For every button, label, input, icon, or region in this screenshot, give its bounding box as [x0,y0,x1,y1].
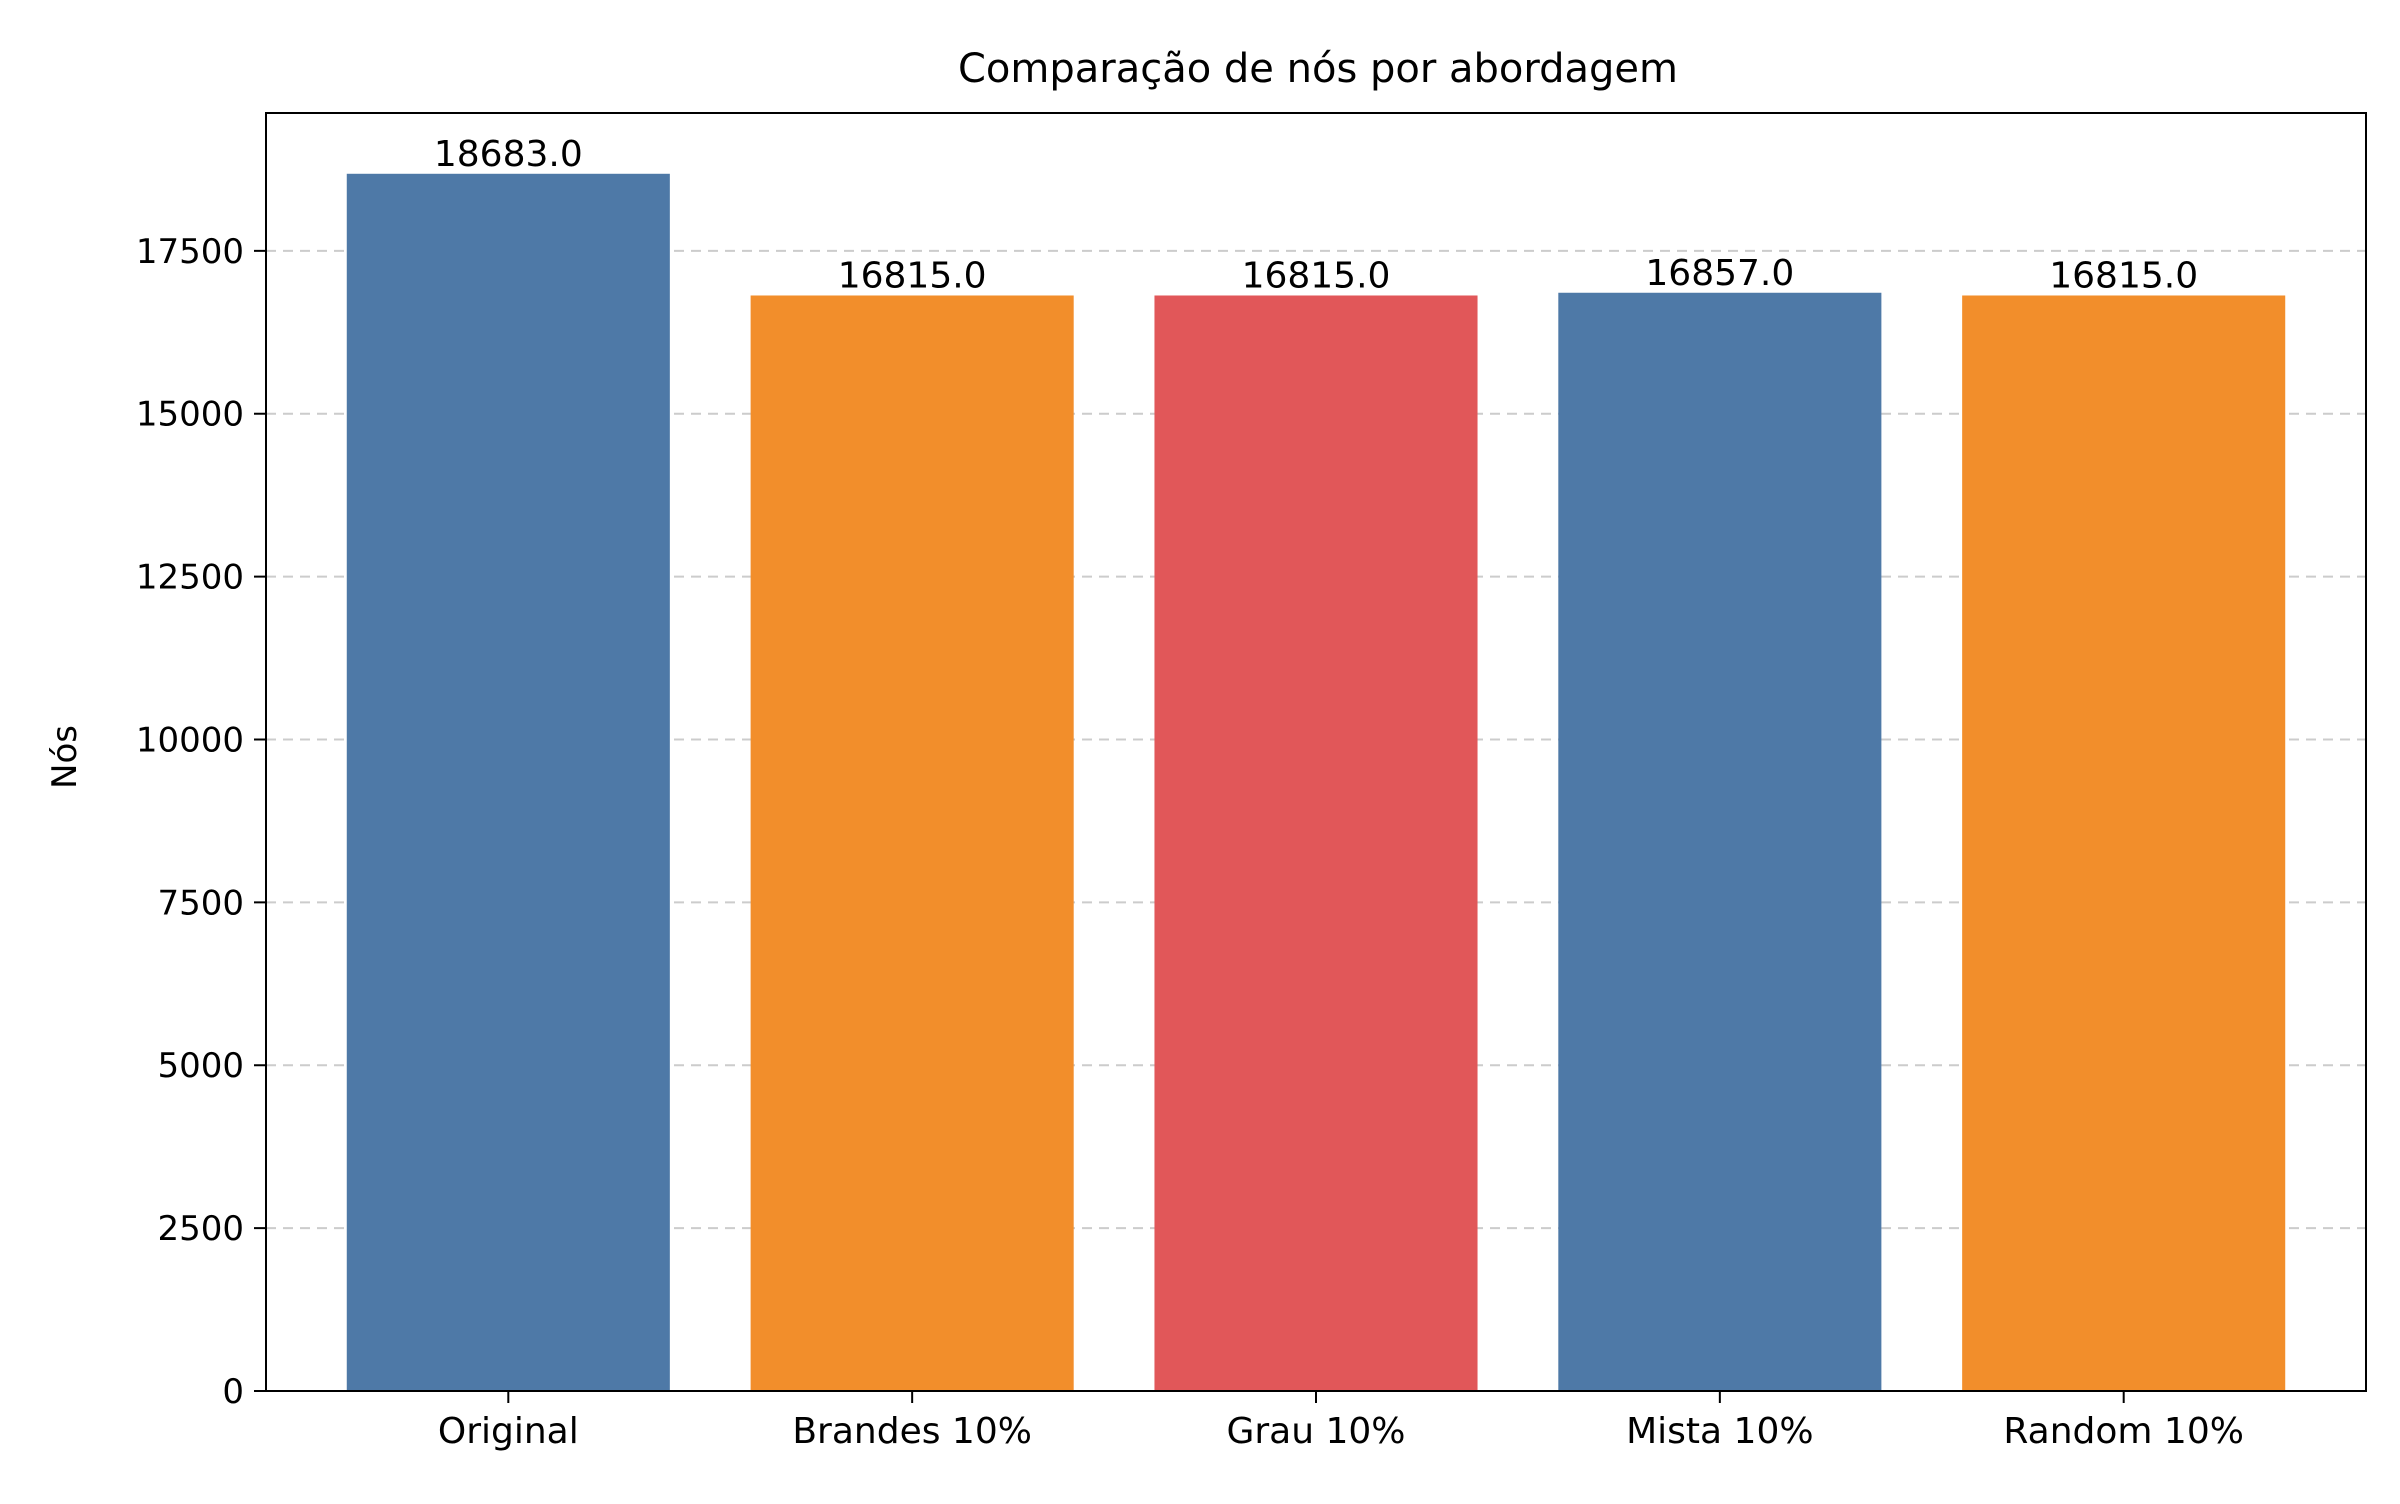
bar-value-label: 16815.0 [838,255,987,296]
y-tick-label: 10000 [136,720,244,760]
y-tick-label: 0 [222,1372,244,1412]
y-axis-ticks: 0 2500 5000 7500 10000 12500 15000 17500 [136,232,266,1412]
y-tick-label: 12500 [136,558,244,598]
x-axis-ticks: Original Brandes 10% Grau 10% Mista 10% Rand… [438,1391,2244,1452]
x-tick-label: Mista 10% [1626,1411,1813,1452]
chart-title: Comparação de nós por abordagem [958,46,1678,92]
y-tick-label: 5000 [157,1046,244,1086]
y-axis-label: Nós [45,725,85,789]
y-tick-label: 7500 [157,883,244,923]
bar-value-label: 16857.0 [1645,253,1794,294]
x-tick-label: Brandes 10% [792,1411,1032,1452]
bar [1558,292,1882,1391]
bar [346,173,670,1392]
y-tick-label: 17500 [136,232,244,272]
x-tick-label: Grau 10% [1226,1411,1405,1452]
bar [750,295,1074,1391]
bar-value-label: 18683.0 [434,134,583,175]
bars [346,173,2286,1392]
x-tick-label: Original [438,1411,579,1452]
y-tick-label: 15000 [136,395,244,435]
y-tick-label: 2500 [157,1209,244,1249]
bar-value-label: 16815.0 [1242,255,1391,296]
bar-value-label: 16815.0 [2049,255,2198,296]
bar [1962,295,2286,1391]
bar [1154,295,1478,1391]
x-tick-label: Random 10% [2003,1411,2244,1452]
bar-data-labels: 18683.0 16815.0 16815.0 16857.0 16815.0 [434,134,2198,297]
